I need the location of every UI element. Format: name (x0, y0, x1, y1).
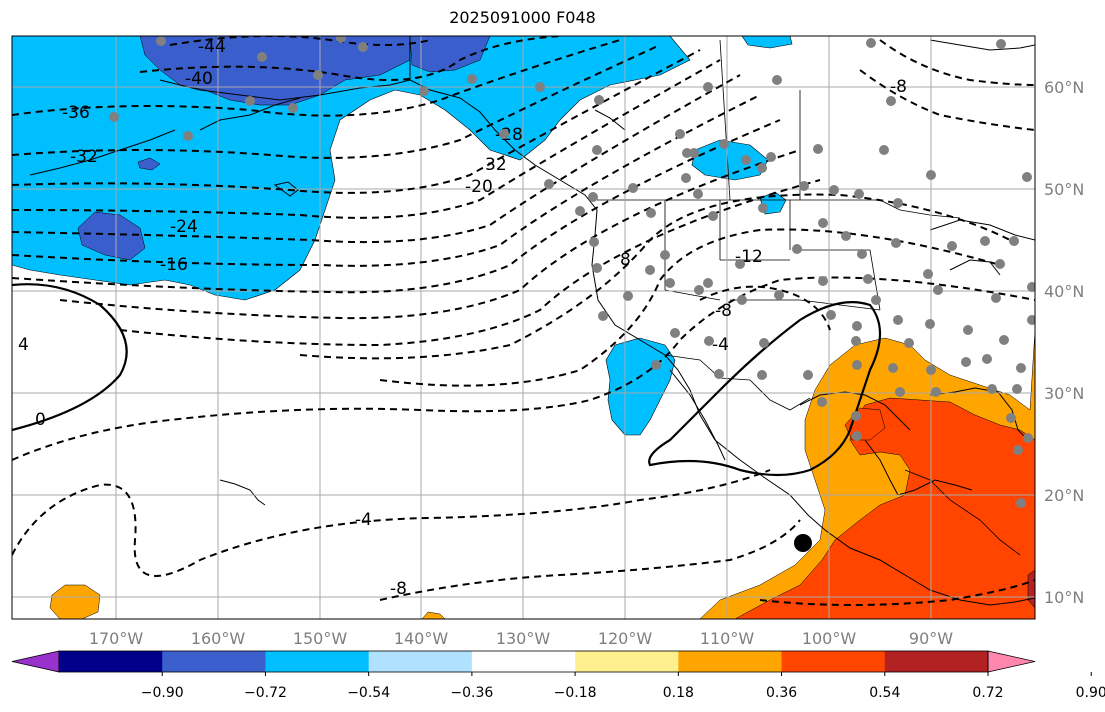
lat-label: 60°N (1044, 78, 1084, 97)
lon-label: 130°W (496, 629, 551, 648)
colorbar-segment (471, 651, 576, 672)
contour-label: -16 (160, 255, 188, 275)
colorbar-segments (11, 650, 1036, 673)
coastlines (29, 36, 1035, 606)
colorbar-segment (575, 651, 679, 672)
colorbar-segment (265, 651, 370, 672)
contour-label: -44 (198, 37, 226, 57)
contour-label: -4 (712, 335, 729, 355)
lon-label: 160°W (191, 629, 246, 648)
colorbar-segment (884, 651, 989, 672)
lon-label: 140°W (394, 629, 449, 648)
lat-label: 30°N (1044, 384, 1084, 403)
colorbar-extend-low (11, 650, 60, 673)
gridlines (12, 36, 1035, 619)
contour-labels: -44 -40 -36 -32 -28 -24 -20 -16 -12 -8 -… (18, 37, 907, 599)
contour-label: -8 (715, 301, 732, 321)
colorbar-segment (678, 651, 783, 672)
contour-label: -24 (170, 217, 198, 237)
map-frame (11, 35, 1036, 620)
page-title: 2025091000 F048 (449, 8, 596, 27)
contour-label: -4 (355, 510, 372, 530)
contour-label: 4 (18, 335, 29, 355)
colorbar: −0.90 −0.72 −0.54 −0.36 −0.18 0.18 0.36 0.54 0.7… (11, 650, 1105, 701)
colorbar-tick-label: −0.90 (141, 685, 184, 701)
colorbar-ticks: −0.90 −0.72 −0.54 −0.36 −0.18 0.18 0.36 0.54 0.7… (141, 672, 1105, 701)
colorbar-tick-label: 0.18 (663, 685, 694, 701)
contour-label: 0 (35, 410, 46, 430)
lon-label: 120°W (598, 629, 653, 648)
colorbar-segment (781, 651, 886, 672)
colorbar-tick-label: 0.54 (869, 685, 900, 701)
lat-label: 50°N (1044, 180, 1084, 199)
lon-label: 170°W (89, 629, 144, 648)
lon-label: 90°W (909, 629, 953, 648)
colorbar-tick-label: 0.72 (972, 685, 1003, 701)
lon-label: 150°W (293, 629, 348, 648)
political-borders (409, 36, 1021, 556)
latitude-labels: 10°N 20°N 30°N 40°N 50°N 60°N (1044, 78, 1084, 607)
colorbar-tick-label: 0.36 (766, 685, 797, 701)
lat-label: 20°N (1044, 486, 1084, 505)
contour-label: 8 (620, 250, 631, 270)
colorbar-extend-high (987, 650, 1036, 673)
contour-label: -8 (890, 77, 907, 97)
colorbar-segment (162, 651, 266, 672)
colorbar-tick-label: −0.72 (244, 685, 287, 701)
colorbar-segment (59, 651, 163, 672)
lat-label: 40°N (1044, 282, 1084, 301)
longitude-labels: 170°W 160°W 150°W 140°W 130°W 120°W 110°… (89, 629, 953, 648)
lon-label: 100°W (802, 629, 857, 648)
colorbar-segment (368, 651, 473, 672)
contour-label: -8 (390, 579, 407, 599)
contour-label: 32 (485, 155, 507, 175)
lon-label: 110°W (700, 629, 755, 648)
positive-anomaly-fill (49, 329, 1035, 619)
lat-label: 10°N (1044, 588, 1084, 607)
zero-contours (12, 283, 881, 477)
colorbar-tick-label: 0.90 (1076, 685, 1105, 701)
contour-label: -40 (185, 69, 213, 89)
colorbar-tick-label: −0.54 (347, 685, 390, 701)
station-markers (109, 36, 1035, 508)
colorbar-frame (58, 650, 989, 673)
location-marker (794, 534, 812, 552)
contour-label: -32 (70, 147, 98, 167)
colorbar-tick-label: −0.18 (554, 685, 597, 701)
contour-label: -36 (62, 103, 90, 123)
map-area[interactable]: -44 -40 -36 -32 -28 -24 -20 -16 -12 -8 -… (12, 33, 1037, 619)
contour-label: -20 (465, 177, 493, 197)
colorbar-tick-label: −0.36 (450, 685, 493, 701)
negative-anomaly-fill (12, 36, 793, 436)
